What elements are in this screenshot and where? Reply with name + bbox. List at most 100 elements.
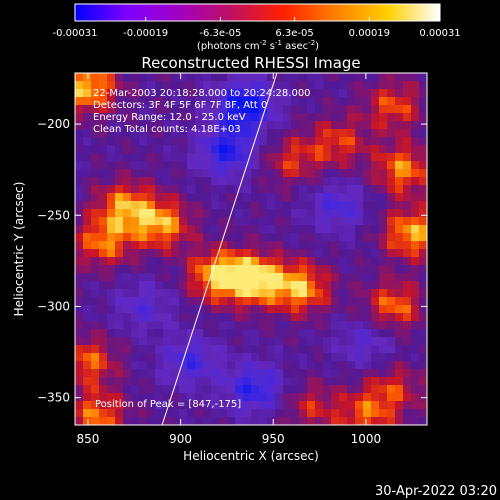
heatmap-cell bbox=[115, 337, 124, 346]
heatmap-cell bbox=[371, 313, 380, 322]
heatmap-cell bbox=[411, 241, 420, 250]
heatmap-cell bbox=[147, 153, 156, 162]
heatmap-cell bbox=[99, 249, 108, 258]
heatmap-cell bbox=[275, 225, 284, 234]
heatmap-cell bbox=[107, 185, 116, 194]
heatmap-cell bbox=[275, 145, 284, 154]
heatmap-cell bbox=[123, 217, 132, 226]
heatmap-cell bbox=[323, 297, 332, 306]
heatmap-cell bbox=[99, 177, 108, 186]
annotation-detectors: Detectors: 3F 4F 5F 6F 7F 8F, Att 0 bbox=[93, 100, 267, 111]
heatmap-cell bbox=[115, 217, 124, 226]
heatmap-cell bbox=[235, 313, 244, 322]
heatmap-cell bbox=[235, 409, 244, 418]
heatmap-cell bbox=[171, 393, 180, 402]
heatmap-cell bbox=[107, 265, 116, 274]
heatmap-cell bbox=[339, 241, 348, 250]
heatmap-cell bbox=[363, 241, 372, 250]
heatmap-cell bbox=[243, 105, 252, 114]
heatmap-cell bbox=[123, 385, 132, 394]
heatmap-cell bbox=[115, 345, 124, 354]
heatmap-cell bbox=[91, 265, 100, 274]
heatmap-cell bbox=[259, 145, 268, 154]
heatmap-cell bbox=[315, 377, 324, 386]
heatmap-cell bbox=[107, 177, 116, 186]
heatmap-cell bbox=[227, 121, 236, 130]
heatmap-cell bbox=[323, 97, 332, 106]
heatmap-cell bbox=[187, 225, 196, 234]
heatmap-cell bbox=[83, 73, 92, 82]
heatmap-cell bbox=[411, 113, 420, 122]
heatmap-cell bbox=[235, 177, 244, 186]
heatmap-cell bbox=[211, 177, 220, 186]
heatmap-cell bbox=[411, 377, 420, 386]
heatmap-cell bbox=[123, 105, 132, 114]
heatmap-cell bbox=[75, 81, 84, 90]
heatmap-cell bbox=[147, 305, 156, 314]
heatmap-cell bbox=[387, 329, 396, 338]
heatmap-cell bbox=[75, 185, 84, 194]
heatmap-cell bbox=[131, 225, 140, 234]
heatmap-cell bbox=[347, 257, 356, 266]
heatmap-cell bbox=[115, 105, 124, 114]
heatmap-cell bbox=[387, 281, 396, 290]
heatmap-cell bbox=[179, 97, 188, 106]
heatmap-cell bbox=[139, 313, 148, 322]
heatmap-cell bbox=[107, 113, 116, 122]
heatmap-cell bbox=[163, 417, 172, 425]
heatmap-cell bbox=[339, 233, 348, 242]
heatmap-cell bbox=[339, 281, 348, 290]
heatmap-cell bbox=[251, 305, 260, 314]
x-axis-tick-label: 850 bbox=[77, 432, 100, 446]
heatmap-cell bbox=[99, 113, 108, 122]
heatmap-cell bbox=[275, 233, 284, 242]
heatmap-cell bbox=[395, 321, 404, 330]
heatmap-cell bbox=[139, 177, 148, 186]
heatmap-cell bbox=[291, 97, 300, 106]
heatmap-cell bbox=[371, 97, 380, 106]
heatmap-cell bbox=[299, 313, 308, 322]
heatmap-cell bbox=[195, 305, 204, 314]
heatmap-cell bbox=[299, 281, 308, 290]
heatmap-cell bbox=[323, 193, 332, 202]
heatmap-cell bbox=[323, 217, 332, 226]
heatmap-cell bbox=[363, 257, 372, 266]
heatmap-cell bbox=[171, 105, 180, 114]
heatmap-cell bbox=[403, 185, 412, 194]
heatmap-cell bbox=[83, 281, 92, 290]
heatmap-cell bbox=[139, 113, 148, 122]
heatmap-cell bbox=[179, 393, 188, 402]
heatmap-cell bbox=[251, 129, 260, 138]
heatmap-cell bbox=[227, 281, 236, 290]
heatmap-cell bbox=[299, 305, 308, 314]
heatmap-cell bbox=[115, 417, 124, 425]
heatmap-cell bbox=[363, 273, 372, 282]
heatmap-cell bbox=[91, 169, 100, 178]
heatmap-cell bbox=[243, 217, 252, 226]
heatmap-cell bbox=[115, 321, 124, 330]
heatmap-cell bbox=[179, 185, 188, 194]
heatmap-cell bbox=[299, 329, 308, 338]
heatmap-cell bbox=[163, 273, 172, 282]
heatmap-cell bbox=[219, 241, 228, 250]
heatmap-cell bbox=[83, 305, 92, 314]
heatmap-cell bbox=[99, 329, 108, 338]
heatmap-cell bbox=[291, 377, 300, 386]
heatmap-cell bbox=[363, 401, 372, 410]
heatmap-cell bbox=[155, 225, 164, 234]
heatmap-cell bbox=[235, 281, 244, 290]
heatmap-cell bbox=[163, 105, 172, 114]
heatmap-cell bbox=[115, 281, 124, 290]
heatmap-cell bbox=[259, 249, 268, 258]
heatmap-cell bbox=[363, 121, 372, 130]
heatmap-cell bbox=[291, 177, 300, 186]
heatmap-cell bbox=[347, 121, 356, 130]
heatmap-cell bbox=[187, 97, 196, 106]
heatmap-cell bbox=[179, 417, 188, 425]
heatmap-cell bbox=[131, 377, 140, 386]
heatmap-cell bbox=[195, 321, 204, 330]
heatmap-cell bbox=[363, 385, 372, 394]
heatmap-cell bbox=[251, 377, 260, 386]
heatmap-cell bbox=[403, 233, 412, 242]
heatmap-cell bbox=[267, 353, 276, 362]
